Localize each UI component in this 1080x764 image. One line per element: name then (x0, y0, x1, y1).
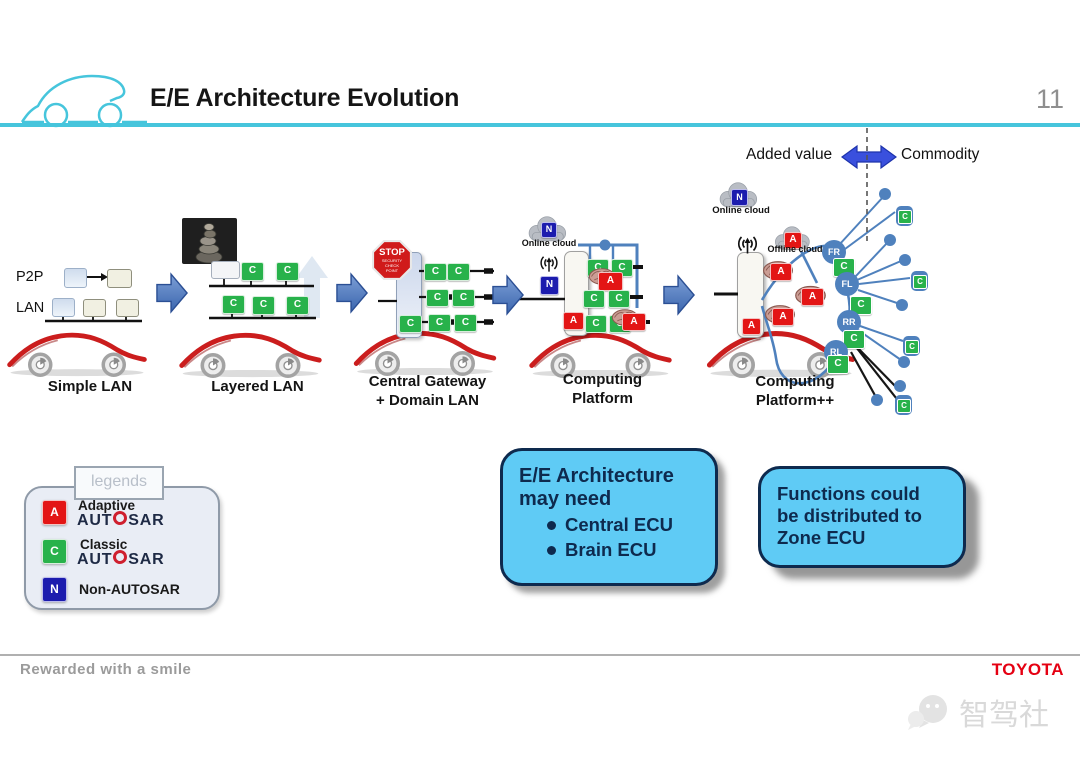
online-cloud-label: Online cloud (712, 205, 770, 216)
car-silhouette (353, 326, 497, 376)
non-autosar-badge: N (541, 222, 557, 238)
zone-hub-fl: FL (835, 272, 859, 296)
adaptive-autosar-badge: A (784, 232, 802, 249)
watermark: 智驾社 (905, 690, 1049, 734)
adaptive-autosar-badge: A (801, 288, 824, 306)
watermark-text: 智驾社 (959, 699, 1049, 732)
double-arrow-icon (841, 144, 897, 170)
classic-autosar-badge: C (608, 290, 630, 308)
classic-autosar-badge: C (241, 262, 264, 281)
classic-autosar-badge: C (583, 290, 605, 308)
autosar-logo: AUT SAR (77, 509, 164, 530)
callout-central-ecu: E/E Architecture may need Central ECU Br… (500, 448, 718, 586)
non-autosar-badge: N (42, 577, 67, 602)
footer-divider (0, 654, 1080, 656)
commodity-label: Commodity (901, 146, 980, 163)
toyota-logo: TOYOTA (991, 660, 1064, 679)
online-cloud-label: Online cloud (521, 238, 577, 248)
legend-tab: legends (74, 466, 164, 500)
edge-ecu-node: C (896, 206, 913, 226)
edge-ecu-node: C (911, 271, 928, 291)
adaptive-autosar-badge: A (42, 500, 67, 525)
classic-autosar-badge: C (428, 314, 451, 332)
classic-autosar-badge: C (585, 315, 607, 333)
classic-autosar-badge: C (276, 262, 299, 281)
p2p-node (107, 269, 132, 288)
stage-caption: Computing Platform (562, 371, 643, 407)
classic-autosar-badge: C (222, 295, 245, 314)
classic-autosar-badge: C (424, 263, 447, 281)
classic-autosar-badge: C (452, 289, 475, 307)
adaptive-autosar-badge: A (622, 313, 646, 331)
edge-ecu-node: C (895, 395, 912, 415)
callout-zone-ecu: Functions could be distributed to Zone E… (758, 466, 966, 568)
ecu-node (211, 261, 240, 279)
classic-autosar-badge: C (399, 315, 422, 333)
offline-cloud-label: Offline cloud (767, 244, 823, 254)
adaptive-autosar-badge: A (598, 272, 623, 291)
page-number: 11 (1035, 84, 1064, 114)
adaptive-autosar-badge: A (742, 318, 761, 335)
edge-ecu-node: C (903, 336, 920, 356)
classic-autosar-badge: C (843, 330, 865, 349)
classic-autosar-badge: C (286, 296, 309, 315)
adaptive-autosar-badge: A (563, 312, 584, 330)
sensor-node-dot (884, 234, 896, 246)
stage-caption: Simple LAN (47, 378, 133, 395)
antenna-icon (537, 254, 561, 273)
non-autosar-badge: N (540, 276, 559, 295)
sensor-node-dot (898, 356, 910, 368)
sensor-node-dot (899, 254, 911, 266)
classic-autosar-badge: C (42, 539, 67, 564)
classic-autosar-badge: C (850, 296, 872, 315)
next-stage-arrow-icon (663, 272, 695, 318)
lan-node (116, 299, 139, 317)
classic-label: Classic (80, 537, 128, 552)
page-title: E/E Architecture Evolution (150, 84, 460, 112)
stacked-stones-photo (182, 218, 237, 264)
adaptive-autosar-badge: A (770, 263, 792, 281)
next-stage-arrow-icon (336, 270, 368, 316)
lan-label: LAN (16, 300, 45, 316)
bullet-icon (547, 545, 556, 555)
next-stage-arrow-icon (492, 272, 524, 318)
classic-autosar-badge: C (426, 289, 449, 307)
classic-autosar-badge: C (827, 355, 849, 374)
sensor-node-dot (896, 299, 908, 311)
autosar-o-icon (111, 548, 130, 566)
non-autosar-label: Non-AUTOSAR (79, 581, 180, 597)
footer-slogan: Rewarded with a smile (20, 661, 192, 678)
autosar-o-icon (111, 509, 130, 527)
header-divider (0, 123, 1080, 127)
car-silhouette (7, 328, 147, 377)
lan-node (52, 298, 75, 317)
sensor-node-dot (871, 394, 883, 406)
stage-caption: Central Gateway + Domain LAN (368, 373, 487, 409)
p2p-label: P2P (16, 269, 44, 285)
car-silhouette (178, 328, 323, 378)
car-logo-icon (20, 74, 147, 128)
classic-autosar-badge: C (252, 296, 275, 315)
adaptive-autosar-badge: A (772, 308, 794, 326)
p2p-node (64, 268, 87, 288)
classic-autosar-badge: C (454, 314, 477, 332)
sensor-node-dot (894, 380, 906, 392)
non-autosar-badge: N (731, 189, 748, 206)
next-stage-arrow-icon (156, 270, 188, 316)
adaptive-label: Adaptive (78, 498, 136, 513)
autosar-logo: AUT SAR (77, 548, 164, 569)
chat-bubbles-icon (908, 695, 947, 730)
stage-caption: Layered LAN (211, 378, 304, 395)
stage-caption: Computing Platform++ (755, 373, 835, 409)
classic-autosar-badge: C (447, 263, 470, 281)
lan-node (83, 299, 106, 317)
bullet-icon (547, 520, 556, 530)
added-value-label: Added value (746, 146, 833, 163)
sensor-node-dot (879, 188, 891, 200)
